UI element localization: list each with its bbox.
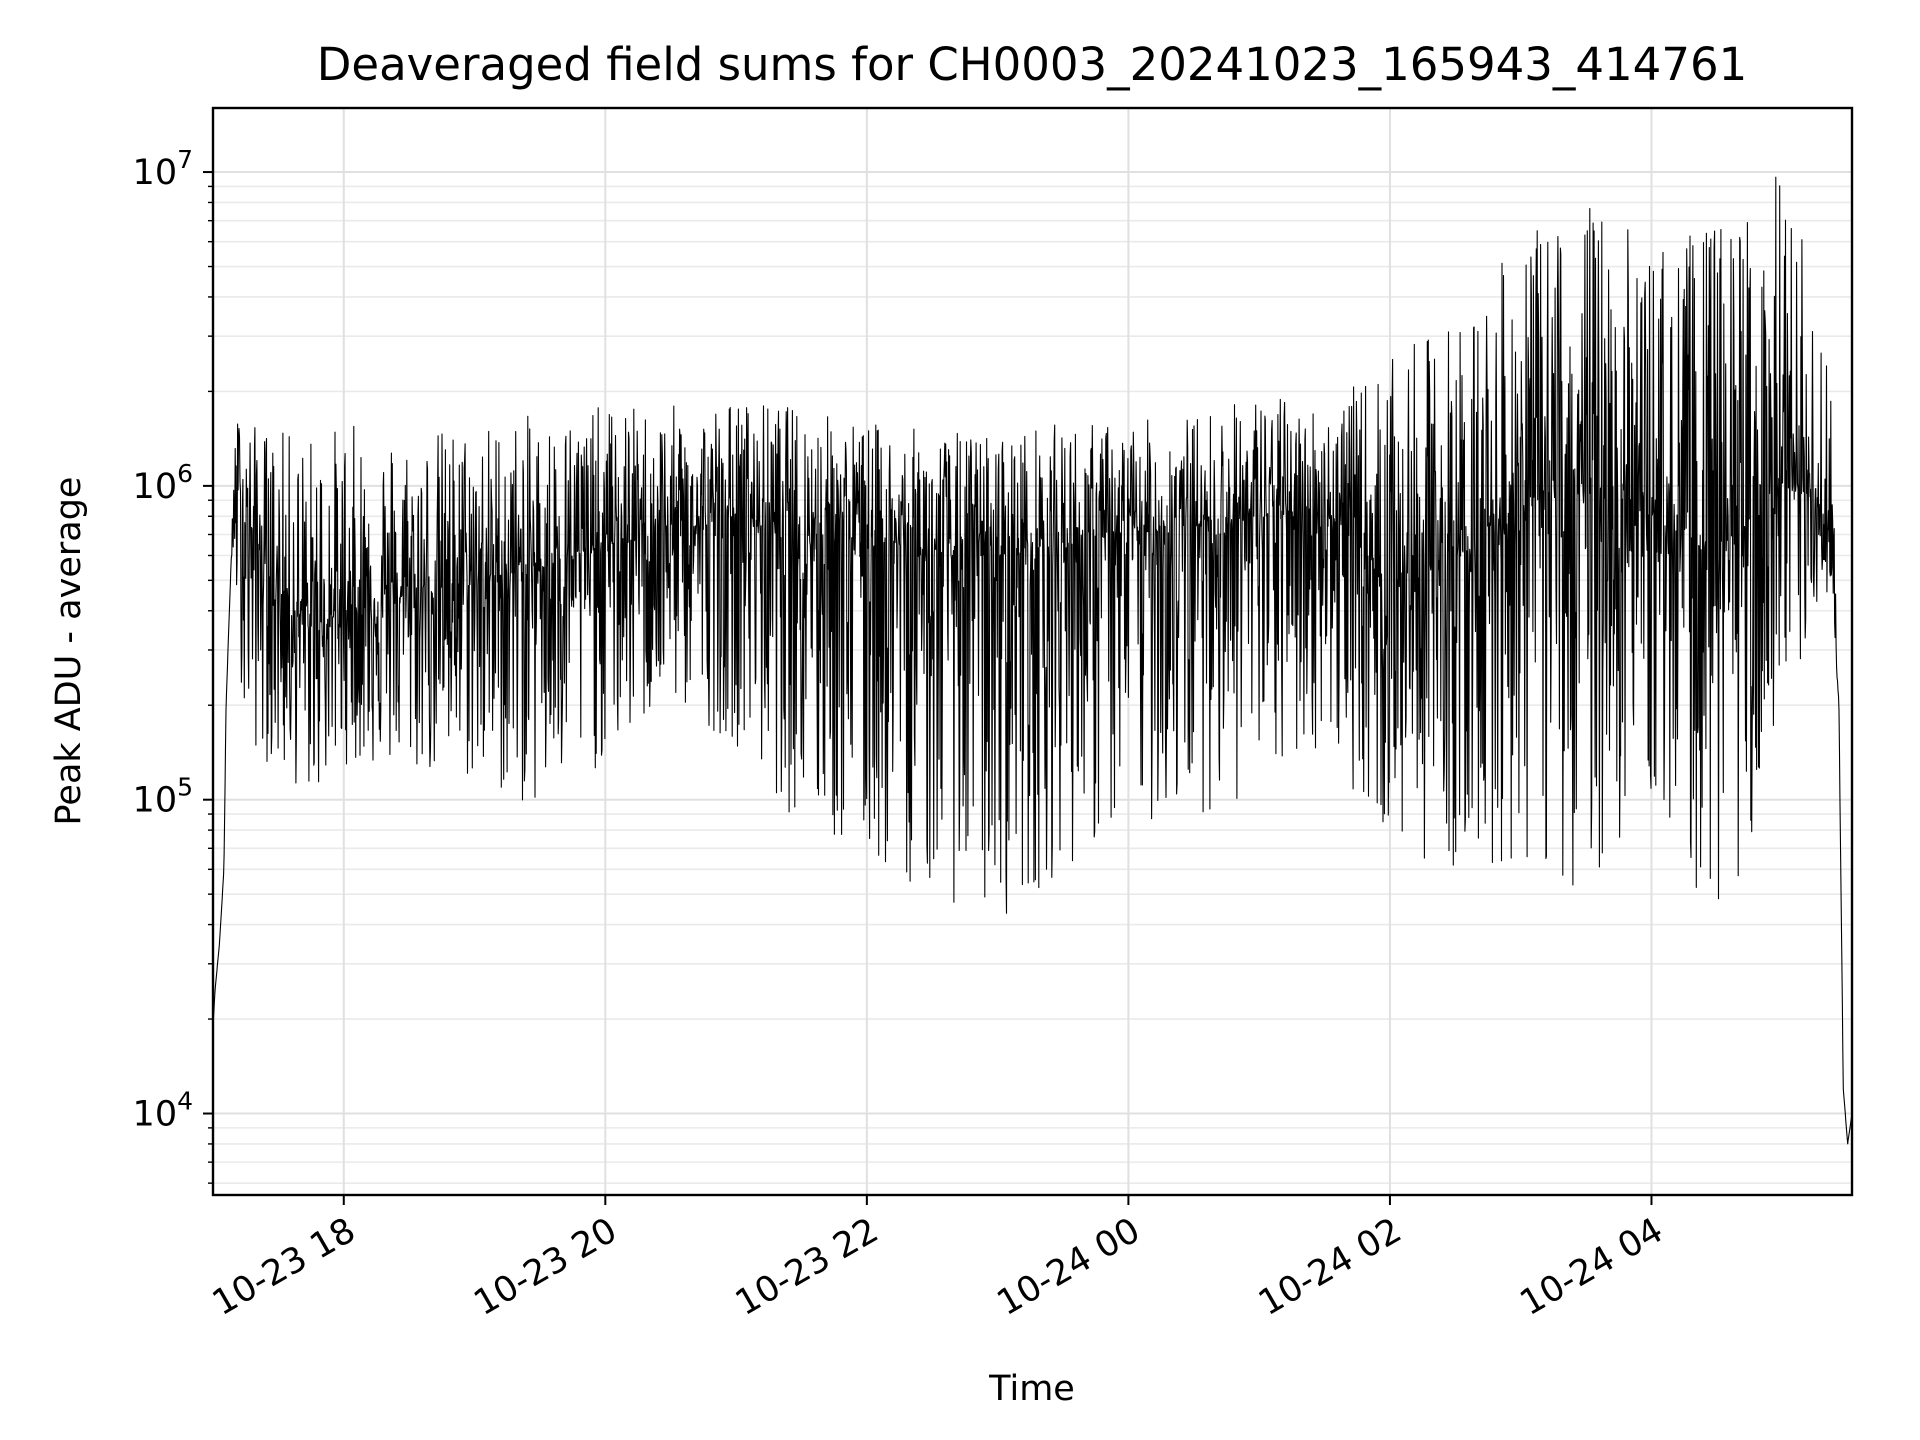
y-tick-exponent: 5 (177, 773, 193, 802)
y-tick-exponent: 4 (177, 1087, 193, 1116)
series-line (212, 176, 1853, 1145)
y-tick-base: 10 (133, 781, 178, 821)
y-tick-exponent: 6 (177, 459, 193, 488)
y-tick-label: 105 (133, 773, 193, 821)
y-tick-base: 10 (133, 153, 178, 193)
y-tick-base: 10 (133, 467, 178, 507)
data-series (212, 176, 1853, 1145)
y-tick-label: 107 (133, 145, 193, 193)
y-tick-label: 106 (133, 459, 193, 507)
y-tick-base: 10 (133, 1095, 178, 1135)
y-tick-exponent: 7 (177, 145, 193, 174)
chart-title: Deaveraged field sums for CH0003_2024102… (317, 38, 1747, 91)
y-axis-label: Peak ADU - average (49, 477, 89, 826)
y-tick-label: 104 (133, 1087, 193, 1135)
plot-frame (211, 106, 1854, 1197)
x-axis-label: Time (988, 1369, 1075, 1409)
